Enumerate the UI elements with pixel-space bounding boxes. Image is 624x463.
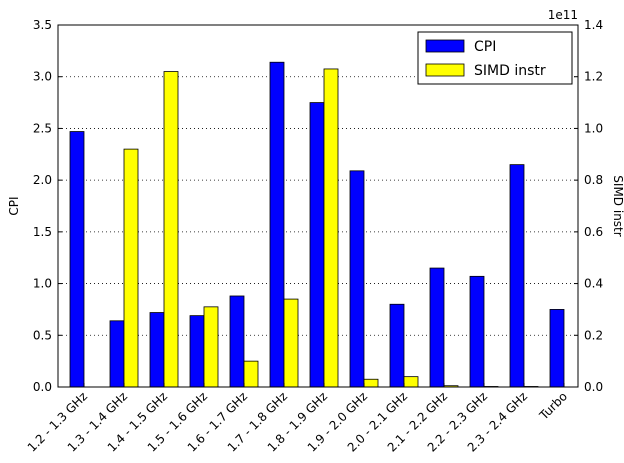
y2-tick-label: 0.2 [584,328,603,342]
bar [549,309,565,388]
y-axis-label: CPI [7,196,21,215]
y2-tick-label: 0.4 [584,277,603,291]
bar [283,298,299,388]
y-tick-label: 0.5 [33,328,52,342]
y2-tick-label: 1.2 [584,70,603,84]
y-tick-label: 2.0 [33,173,52,187]
bar [323,68,339,388]
legend-swatch [425,39,465,53]
bar [189,315,205,388]
plot-frame [57,24,579,388]
y2-tick-label: 0.6 [584,225,603,239]
legend-swatch [425,63,465,77]
y-tick-label: 1.0 [33,277,52,291]
y2-tick-label: 1.4 [584,18,603,32]
bar [429,267,445,388]
x-tick-label: Turbo [536,389,570,423]
bar [309,102,325,388]
bar [229,295,245,388]
y2-tick-label: 0.0 [584,380,603,394]
bar [389,303,405,388]
y-tick-label: 3.0 [33,70,52,84]
y2-offset: 1e11 [548,8,578,22]
y-tick-label: 0.0 [33,380,52,394]
bar [69,131,85,388]
bar [163,71,179,388]
y2-tick-label: 0.8 [584,173,603,187]
y2-axis-label: SIMD instr [611,175,624,236]
y2-tick-label: 1.0 [584,121,603,135]
legend-label: SIMD instr [474,63,546,79]
bar [149,312,165,388]
bar [403,376,419,388]
bar [203,306,219,388]
bar [469,275,485,388]
bar [349,170,365,388]
bar [269,61,285,388]
y-tick-label: 1.5 [33,225,52,239]
bar [123,148,139,388]
bar [363,378,379,388]
bar [243,360,259,388]
y-tick-label: 2.5 [33,121,52,135]
y-tick-label: 3.5 [33,18,52,32]
bar [109,320,125,388]
legend-label: CPI [474,39,496,55]
bar [509,164,525,388]
